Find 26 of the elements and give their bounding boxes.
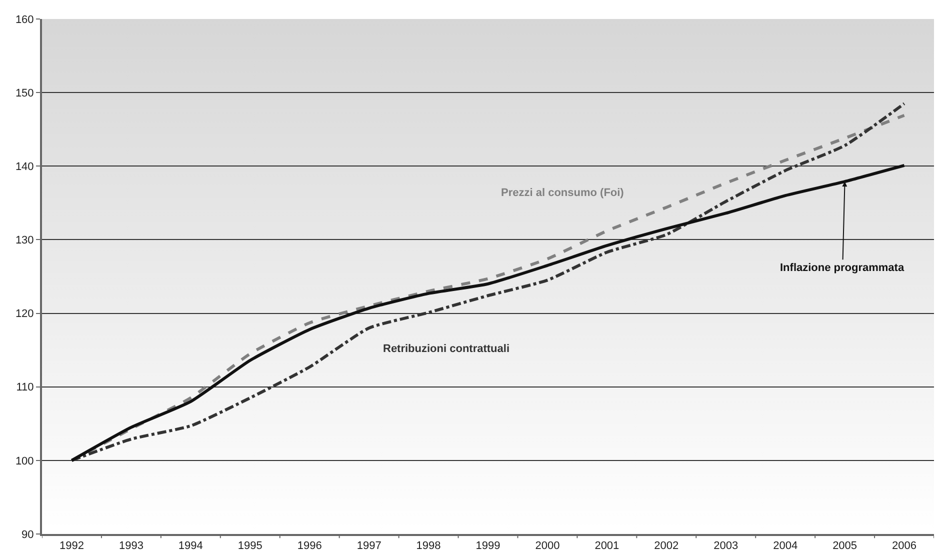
x-tick-label: 2002	[654, 540, 679, 552]
x-tick-label: 2000	[535, 540, 560, 552]
x-tick-label: 1997	[356, 540, 382, 552]
y-tick-label: 90	[22, 528, 34, 541]
x-tick-label: 2006	[892, 540, 917, 552]
x-tick-label: 2005	[832, 540, 858, 552]
x-tick-label: 1994	[178, 540, 203, 552]
x-tick-label: 1998	[416, 540, 441, 552]
x-tick-label: 1996	[297, 540, 322, 552]
x-tick-label: 2004	[773, 540, 798, 552]
y-tick-label: 140	[15, 160, 34, 173]
y-tick-label: 110	[16, 382, 34, 394]
x-tick-label: 1993	[118, 540, 144, 552]
y-tick-label: 100	[15, 455, 34, 468]
y-tick-label: 120	[15, 308, 34, 320]
y-tick-label: 160	[15, 14, 34, 26]
y-tick-label: 150	[15, 87, 34, 100]
x-tick-label: 2001	[594, 540, 620, 552]
x-tick-label: 2003	[714, 540, 738, 552]
x-tick-label: 1999	[476, 540, 500, 552]
x-tick-label: 1992	[59, 540, 84, 552]
text: Inflazione programmata	[780, 262, 905, 274]
x-tick-label: 1995	[238, 540, 262, 552]
text: Prezzi al consumo (Foi)	[501, 187, 624, 199]
series-label: Retribuzioni contrattuali	[383, 343, 510, 355]
y-tick-label: 130	[15, 234, 34, 247]
